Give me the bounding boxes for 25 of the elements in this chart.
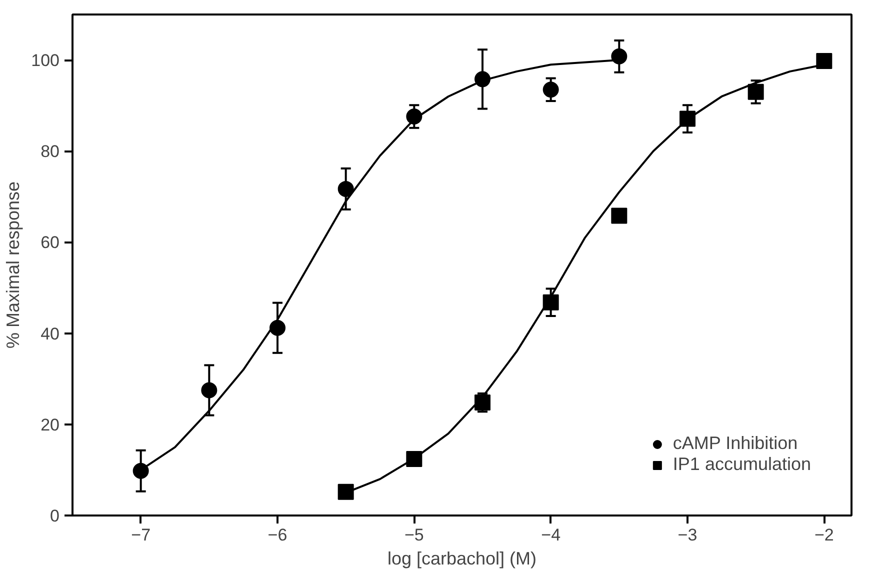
y-tick-label: 60 bbox=[40, 233, 60, 252]
point bbox=[816, 52, 832, 69]
y-tick-label: 100 bbox=[31, 51, 60, 70]
y-axis-title: % Maximal response bbox=[3, 181, 24, 349]
x-axis-title: log [carbachol] (M) bbox=[387, 548, 537, 568]
y-tick-label: 40 bbox=[40, 324, 60, 344]
x-tick-label: −6 bbox=[268, 526, 288, 544]
legend-label: cAMP Inhibition bbox=[672, 433, 798, 454]
y-tick-label: 0 bbox=[50, 506, 60, 526]
x-tick-label: −7 bbox=[131, 526, 151, 544]
x-tick-label: −2 bbox=[814, 526, 834, 544]
point bbox=[338, 484, 354, 500]
x-tick-label: −5 bbox=[404, 526, 424, 544]
legend-label: IP1 accumulation bbox=[672, 454, 811, 475]
point bbox=[748, 84, 764, 100]
point bbox=[542, 82, 559, 98]
x-tick-label: −4 bbox=[541, 526, 561, 544]
point bbox=[201, 382, 218, 398]
point bbox=[132, 462, 149, 479]
point bbox=[611, 48, 628, 64]
point bbox=[611, 208, 628, 224]
y-tick-label: 80 bbox=[40, 142, 60, 162]
point bbox=[338, 180, 354, 197]
y-tick-label: 20 bbox=[40, 415, 60, 434]
x-tick-label: −3 bbox=[678, 526, 698, 544]
